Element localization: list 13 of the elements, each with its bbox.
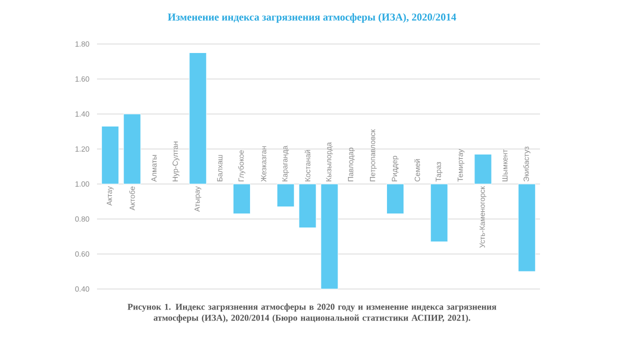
bar [232, 184, 251, 214]
bar [518, 184, 536, 272]
bar [276, 184, 294, 207]
bar [101, 126, 119, 184]
bar [474, 154, 492, 184]
bar [386, 184, 404, 214]
bar [320, 184, 338, 290]
bar [123, 114, 141, 184]
chart-title: Изменение индекса загрязнения атмосферы (ИЗА), 2020/2014 [168, 13, 456, 23]
bar [430, 184, 448, 242]
bar [298, 184, 316, 228]
bar [189, 52, 207, 184]
text: Рисунок 1. Индекс загрязнения атмосферы в 2020 году и изменение индекса загрязнения атмосферы (ИЗА), 2020/2014 (Бюро национальной статистики АСПИР, 2021). [128, 304, 496, 323]
